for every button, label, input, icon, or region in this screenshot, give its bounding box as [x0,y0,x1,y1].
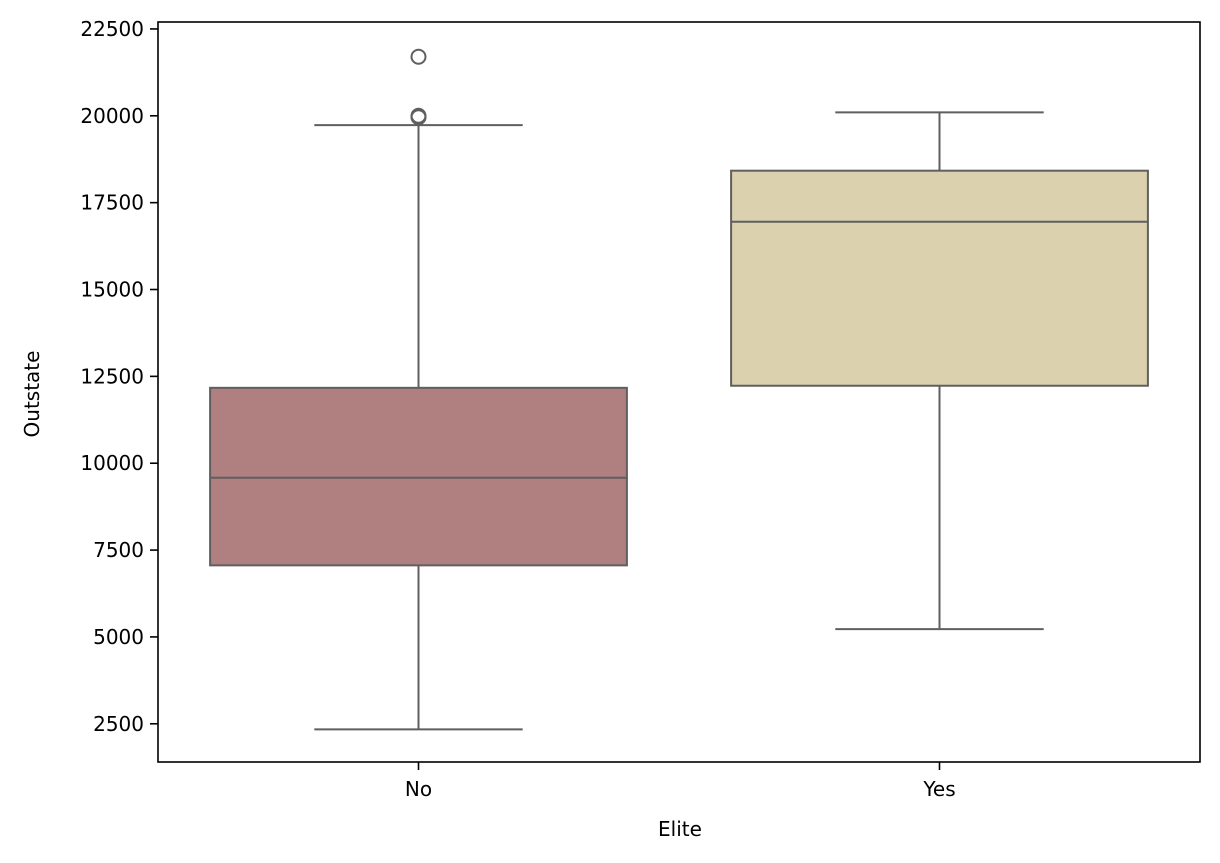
plot-area [209,48,1149,731]
box-group-yes [730,111,1149,631]
axes: 2500 5000 7500 10000 12500 15000 17500 20000 225… [80,17,1201,801]
y-tick-label: 10000 [80,451,144,475]
y-tick-label: 12500 [80,364,144,388]
box-group-no [209,48,628,731]
x-axis-label: Elite [658,817,702,841]
outlier-point [410,107,427,124]
y-axis-label: Outstate [20,351,44,438]
y-tick-label: 2500 [93,712,144,736]
x-tick-label: No [405,777,432,801]
x-tick-label: Yes [922,777,955,801]
outlier-point [410,48,427,65]
y-tick-label: 20000 [80,104,144,128]
y-tick-label: 15000 [80,278,144,302]
y-tick-label: 7500 [93,538,144,562]
y-tick-label: 5000 [93,625,144,649]
axes-frame [157,21,1201,763]
iqr-box [209,386,628,567]
y-tick-label: 17500 [80,191,144,215]
y-tick-label: 22500 [80,17,144,41]
iqr-box [730,169,1149,387]
